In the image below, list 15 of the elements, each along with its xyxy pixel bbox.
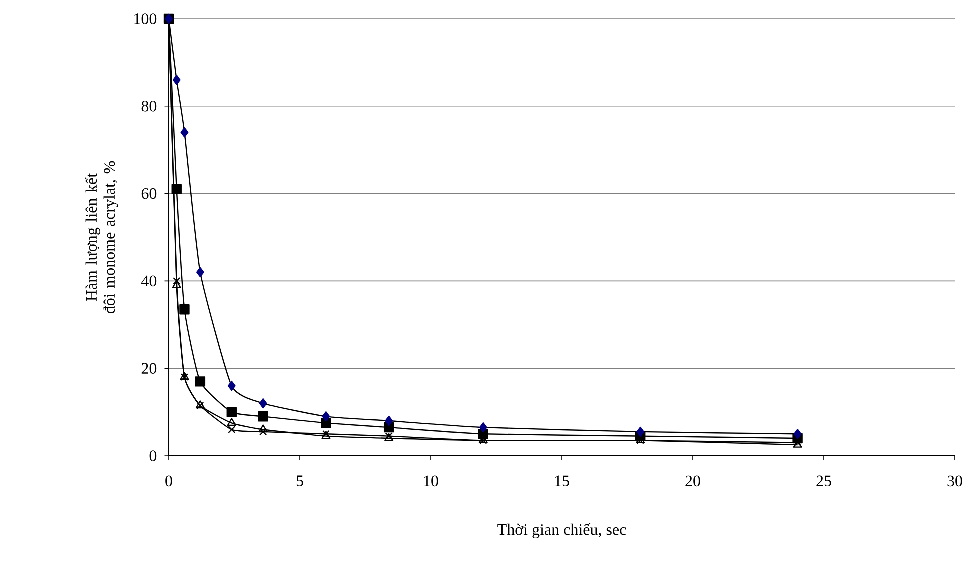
x-tick-label: 0 (166, 476, 172, 487)
y-axis-title: Hàm lượng liên kết đôi monome acrylat, % (85, 161, 118, 314)
y-tick-label: 40 (142, 276, 157, 287)
y-tick-label: 100 (134, 14, 157, 24)
x-tick-label: 10 (424, 476, 438, 487)
y-tick-label: 80 (142, 101, 157, 112)
y-tick-label: 0 (150, 450, 157, 462)
x-tick-label: 15 (555, 476, 570, 487)
x-tick-label: 25 (816, 476, 832, 487)
x-tick-label: 5 (296, 476, 304, 486)
x-tick-label: 30 (948, 476, 962, 487)
y-tick-label: 20 (142, 363, 157, 374)
x-axis-title: Thời gian chiếu, sec (498, 523, 626, 538)
x-tick-label: 20 (686, 476, 700, 487)
y-tick-label: 60 (142, 188, 157, 200)
